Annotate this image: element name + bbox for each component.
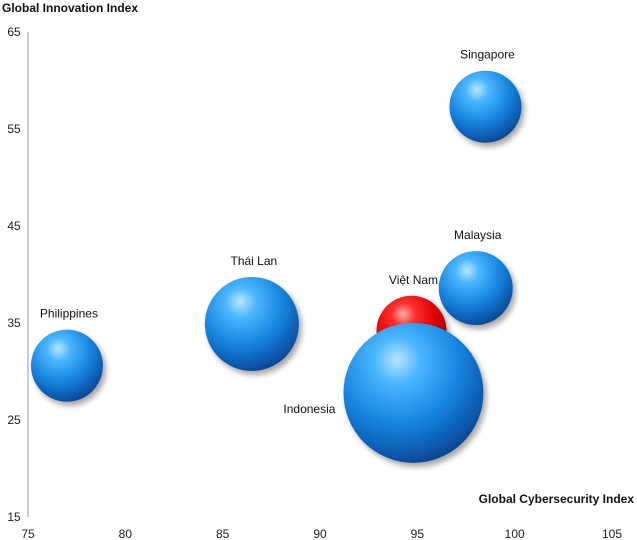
x-axis-title: Global Cybersecurity Index (478, 492, 634, 506)
x-tick-label: 100 (505, 527, 525, 540)
bubble-label-indonesia: Indonesia (283, 402, 335, 416)
y-tick-label: 15 (7, 510, 21, 524)
bubble-label-thai-lan: Thái Lan (231, 254, 278, 268)
bubble-philippines (30, 329, 103, 402)
bubble-singapore (449, 70, 522, 143)
x-tick-label: 95 (411, 527, 425, 540)
bubble-indonesia (343, 322, 484, 463)
x-tick-label: 80 (119, 527, 133, 540)
bubble-labels-layer: Singapore Malaysia Việt Nam Thái Lan Philipp… (40, 48, 515, 416)
bubble-label-viet-nam: Việt Nam (389, 273, 438, 287)
y-tick-label: 55 (7, 122, 21, 136)
bubble-malaysia (438, 251, 513, 326)
bubble-thai-lan (204, 276, 299, 371)
x-tick-label: 85 (216, 527, 230, 540)
bubble-label-philippines: Philippines (40, 307, 98, 321)
y-tick-label: 25 (7, 413, 21, 427)
y-tick-label: 35 (7, 316, 21, 330)
y-tick-label: 65 (7, 25, 21, 39)
bubbles-layer (30, 70, 522, 463)
bubble-label-singapore: Singapore (460, 48, 515, 62)
x-tick-label: 90 (313, 527, 327, 540)
axes: 15 25 35 45 55 65 75 80 85 90 95 100 105 (7, 25, 622, 540)
x-tick-label: 105 (602, 527, 622, 540)
x-tick-label: 75 (21, 527, 35, 540)
y-tick-label: 45 (7, 219, 21, 233)
y-axis-title: Global Innovation Index (2, 1, 139, 15)
bubble-label-malaysia: Malaysia (454, 228, 502, 242)
